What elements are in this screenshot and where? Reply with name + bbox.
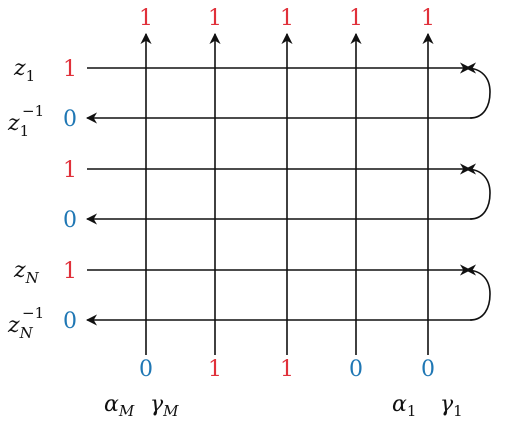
bottom-label-3: 1 (280, 357, 294, 382)
top-label-2: 1 (208, 6, 222, 31)
row-value-6: 0 (63, 309, 77, 334)
top-label-5: 1 (421, 6, 435, 31)
row-value-5: 1 (63, 259, 77, 284)
top-label-1: 1 (139, 6, 153, 31)
row-value-4: 0 (63, 208, 77, 233)
alpha-M-sub: M (118, 402, 135, 420)
z1-inverse-sup: −1 (22, 102, 44, 120)
zN-sub: N (25, 269, 40, 287)
bottom-label-2: 1 (208, 357, 222, 382)
row-value-1: 1 (63, 57, 77, 82)
z1-label: z1 (13, 56, 35, 85)
alpha-1-sub: 1 (407, 402, 417, 420)
bottom-label-1: 0 (139, 357, 153, 382)
alpha-M-label: αM (104, 392, 135, 420)
z1-inverse-sub: 1 (20, 122, 30, 140)
zN-inverse-label: zN −1 (7, 304, 44, 342)
gamma-1-sub: 1 (453, 402, 463, 420)
row-value-2: 0 (63, 107, 77, 132)
gamma-1-label: γ1 (440, 392, 463, 420)
zN-inverse-main: z (7, 313, 20, 338)
zN-inverse-sup: −1 (22, 304, 44, 322)
z1-sub: 1 (26, 67, 36, 85)
gamma-M-main: γ (150, 392, 164, 417)
alpha-M-main: α (104, 392, 119, 417)
z1-inverse-main: z (7, 111, 20, 136)
top-label-3: 1 (280, 6, 294, 31)
u-turn-2 (464, 163, 491, 220)
gamma-M-sub: M (162, 402, 179, 420)
bottom-label-4: 0 (349, 357, 363, 382)
gamma-1-main: γ (440, 392, 454, 417)
u-turn-1 (464, 62, 491, 119)
zN-inverse-sub: N (19, 324, 34, 342)
z1-inverse-label: z1 −1 (7, 102, 44, 140)
bottom-label-5: 0 (421, 357, 435, 382)
top-label-4: 1 (349, 6, 363, 31)
alpha-1-label: α1 (392, 392, 416, 420)
gamma-M-label: γM (150, 392, 179, 420)
u-turn-3 (464, 264, 491, 321)
zN-label: zN (13, 258, 40, 287)
row-value-3: 1 (63, 158, 77, 183)
zN-main: z (13, 258, 26, 283)
alpha-1-main: α (392, 392, 407, 417)
z1-main: z (13, 56, 26, 81)
